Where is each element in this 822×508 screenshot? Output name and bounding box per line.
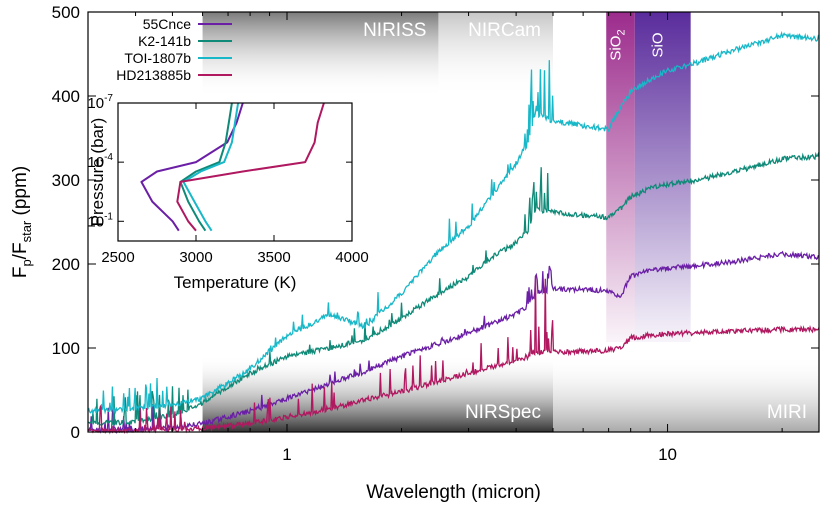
legend-label-55cnce: 55Cnce — [143, 16, 191, 32]
instrument-bands: NIRISS NIRCam NIRSpec MIRI SiO2 SiO — [202, 12, 819, 432]
inset-x-tick-label: 2500 — [101, 249, 134, 266]
feature-label-sio: SiO — [650, 32, 667, 57]
band-label-niriss: NIRISS — [363, 20, 426, 41]
y-tick-label: 0 — [71, 423, 80, 442]
inset-x-axis-label: Temperature (K) — [174, 273, 297, 292]
feature-label-sio2: SiO2 — [607, 29, 627, 60]
inset-line-hd213885b — [176, 102, 325, 232]
inset-x-tick-label: 3500 — [257, 249, 290, 266]
y-tick-label: 500 — [52, 3, 80, 22]
x-axis-label: Wavelength (micron) — [366, 482, 541, 503]
inset-y-tick-label: 10-4 — [87, 152, 113, 171]
inset-x-tick-label: 4000 — [335, 249, 368, 266]
inset-y-axis-label: Pressure (bar) — [88, 118, 107, 227]
feature-band-sio — [634, 12, 691, 342]
band-niriss — [202, 12, 439, 97]
inset-line-k2-141b — [179, 102, 233, 232]
y-tick-label: 200 — [52, 255, 80, 274]
y-tick-label: 400 — [52, 87, 80, 106]
band-nircam — [438, 12, 553, 97]
y-tick-label: 100 — [52, 339, 80, 358]
legend-label-hd213885b: HD213885b — [116, 67, 191, 83]
inset-x-tick-label: 3000 — [179, 249, 212, 266]
band-label-nirspec: NIRSpec — [465, 402, 541, 423]
inset-frame — [117, 102, 353, 242]
legend-label-toi-1807b: TOI-1807b — [124, 50, 191, 66]
series-line-hd213885b — [87, 276, 820, 435]
band-miri — [552, 355, 819, 432]
inset-line-toi-1807b — [182, 102, 240, 232]
inset-y-tick-label: 10-7 — [87, 93, 113, 112]
main-series — [87, 30, 820, 435]
band-label-miri: MIRI — [767, 402, 807, 423]
series-line-55cnce — [87, 250, 820, 435]
y-axis-label: Fp/Fstar (ppm) — [10, 166, 34, 278]
main-axes: 0 100 200 300 400 500 1 10 Wavelength (micron) Fp… — [10, 3, 820, 503]
band-label-nircam: NIRCam — [468, 20, 541, 41]
plot-frame — [87, 11, 820, 433]
y-tick-label: 300 — [52, 171, 80, 190]
series-line-k2-141b — [87, 151, 820, 426]
inset-y-tick-label: 10-1 — [87, 211, 113, 230]
series-line-toi-1807b — [87, 30, 820, 416]
feature-band-sio2 — [606, 12, 635, 342]
inset-chart: 2500 3000 3500 4000 10-7 10-4 10-1 Temperature … — [87, 93, 368, 292]
x-tick-label: 1 — [282, 445, 291, 464]
x-tick-label: 10 — [658, 445, 677, 464]
legend-label-k2-141b: K2-141b — [138, 33, 191, 49]
